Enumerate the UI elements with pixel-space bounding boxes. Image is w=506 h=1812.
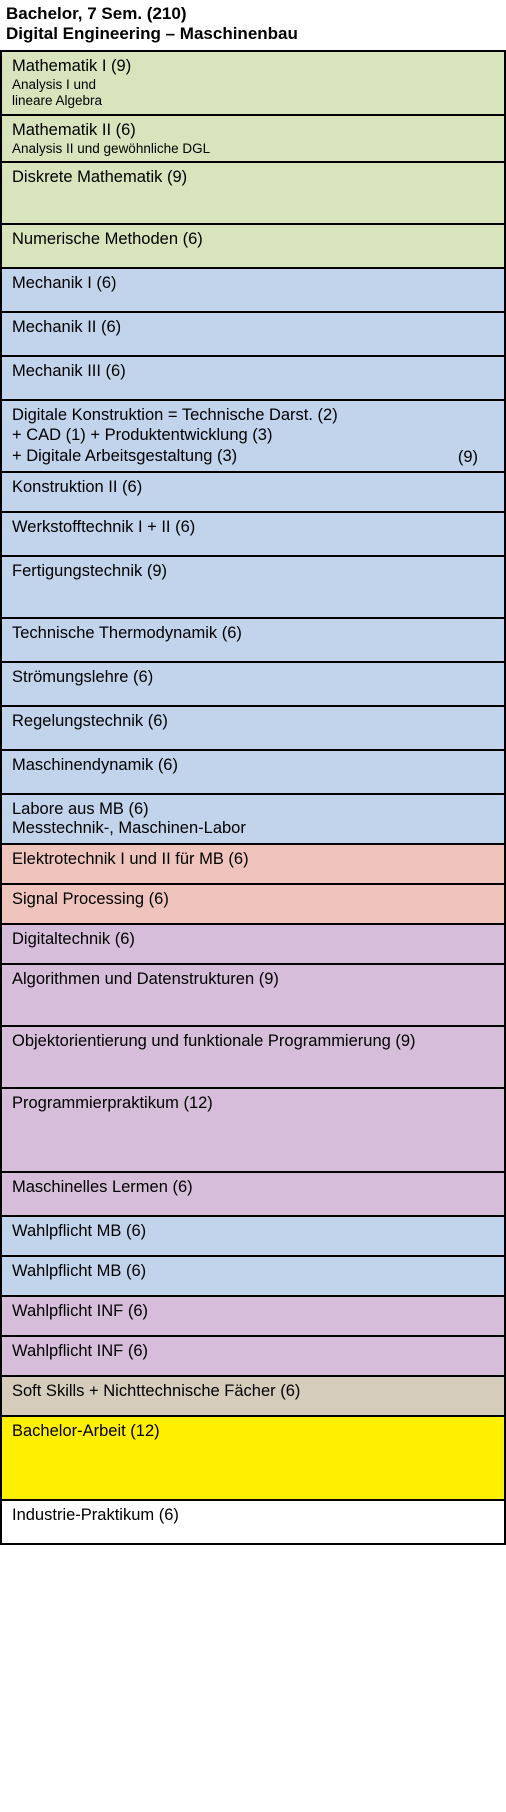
module-title: Konstruktion II (6) (12, 477, 494, 498)
module-title: Algorithmen und Datenstrukturen (9) (12, 969, 494, 990)
module-digkon: Digitale Konstruktion = Technische Darst… (2, 401, 504, 473)
module-title: Digitaltechnik (6) (12, 929, 494, 950)
module-title: Soft Skills + Nichttechnische Fächer (6) (12, 1381, 494, 1402)
module-wpinf1: Wahlpflicht INF (6) (2, 1297, 504, 1337)
module-extra-lines: + CAD (1) + Produktentwicklung (3)+ Digi… (12, 425, 494, 466)
module-mech1: Mechanik I (6) (2, 269, 504, 313)
module-subtitle: Analysis I undlineare Algebra (12, 77, 494, 109)
module-etech: Elektrotechnik I und II für MB (6) (2, 845, 504, 885)
module-title: Maschinendynamik (6) (12, 755, 494, 776)
module-labore: Labore aus MB (6)Messtechnik-, Maschinen… (2, 795, 504, 845)
module-title: Signal Processing (6) (12, 889, 494, 910)
module-maschdyn: Maschinendynamik (6) (2, 751, 504, 795)
module-stroemung: Strömungslehre (6) (2, 663, 504, 707)
module-thermo: Technische Thermodynamik (6) (2, 619, 504, 663)
curriculum-header: Bachelor, 7 Sem. (210) Digital Engineeri… (0, 0, 506, 50)
module-diskmath: Diskrete Mathematik (9) (2, 163, 504, 225)
module-wpmb2: Wahlpflicht MB (6) (2, 1257, 504, 1297)
module-title: Strömungslehre (6) (12, 667, 494, 688)
module-ml: Maschinelles Lermen (6) (2, 1173, 504, 1217)
module-title: Diskrete Mathematik (9) (12, 167, 494, 188)
header-line-1: Bachelor, 7 Sem. (210) (6, 4, 500, 24)
module-kon2: Konstruktion II (6) (2, 473, 504, 513)
module-fertig: Fertigungstechnik (9) (2, 557, 504, 619)
module-soft: Soft Skills + Nichttechnische Fächer (6) (2, 1377, 504, 1417)
module-mech2: Mechanik II (6) (2, 313, 504, 357)
module-title: Digitale Konstruktion = Technische Darst… (12, 405, 494, 426)
module-subtitle: Analysis II und gewöhnliche DGL (12, 141, 494, 157)
module-nummeth: Numerische Methoden (6) (2, 225, 504, 269)
module-title: Wahlpflicht INF (6) (12, 1301, 494, 1322)
module-title: Maschinelles Lermen (6) (12, 1177, 494, 1198)
module-title: Mechanik I (6) (12, 273, 494, 294)
module-title: Labore aus MB (6) (12, 799, 494, 820)
module-title: Wahlpflicht MB (6) (12, 1221, 494, 1242)
module-industrie: Industrie-Praktikum (6) (2, 1501, 504, 1545)
module-title: Numerische Methoden (6) (12, 229, 494, 250)
module-title: Werkstofftechnik I + II (6) (12, 517, 494, 538)
curriculum-plan: Mathematik I (9)Analysis I undlineare Al… (0, 50, 506, 1545)
module-title: Bachelor-Arbeit (12) (12, 1421, 494, 1442)
module-mech3: Mechanik III (6) (2, 357, 504, 401)
module-wpmb1: Wahlpflicht MB (6) (2, 1217, 504, 1257)
module-title: Objektorientierung und funktionale Progr… (12, 1031, 494, 1052)
module-title: Fertigungstechnik (9) (12, 561, 494, 582)
module-title: Wahlpflicht MB (6) (12, 1261, 494, 1282)
module-sigproc: Signal Processing (6) (2, 885, 504, 925)
module-wpinf2: Wahlpflicht INF (6) (2, 1337, 504, 1377)
module-credits-right: (9) (458, 448, 478, 467)
module-title: Elektrotechnik I und II für MB (6) (12, 849, 494, 870)
module-title: Mechanik II (6) (12, 317, 494, 338)
module-math1: Mathematik I (9)Analysis I undlineare Al… (2, 52, 504, 116)
module-title: Wahlpflicht INF (6) (12, 1341, 494, 1362)
module-digtech: Digitaltechnik (6) (2, 925, 504, 965)
module-title: Mathematik II (6) (12, 120, 494, 141)
module-title: Mechanik III (6) (12, 361, 494, 382)
module-algo: Algorithmen und Datenstrukturen (9) (2, 965, 504, 1027)
module-werkst: Werkstofftechnik I + II (6) (2, 513, 504, 557)
module-math2: Mathematik II (6)Analysis II und gewöhnl… (2, 116, 504, 163)
module-regel: Regelungstechnik (6) (2, 707, 504, 751)
module-title: Mathematik I (9) (12, 56, 494, 77)
module-title: Programmierpraktikum (12) (12, 1093, 494, 1114)
module-bachelor: Bachelor-Arbeit (12) (2, 1417, 504, 1501)
module-oop: Objektorientierung und funktionale Progr… (2, 1027, 504, 1089)
module-title: Regelungstechnik (6) (12, 711, 494, 732)
module-title: Technische Thermodynamik (6) (12, 623, 494, 644)
module-progprak: Programmierpraktikum (12) (2, 1089, 504, 1173)
module-title: Industrie-Praktikum (6) (12, 1505, 494, 1526)
module-subtitle: Messtechnik-, Maschinen-Labor (12, 819, 494, 839)
header-line-2: Digital Engineering – Maschinenbau (6, 24, 500, 44)
